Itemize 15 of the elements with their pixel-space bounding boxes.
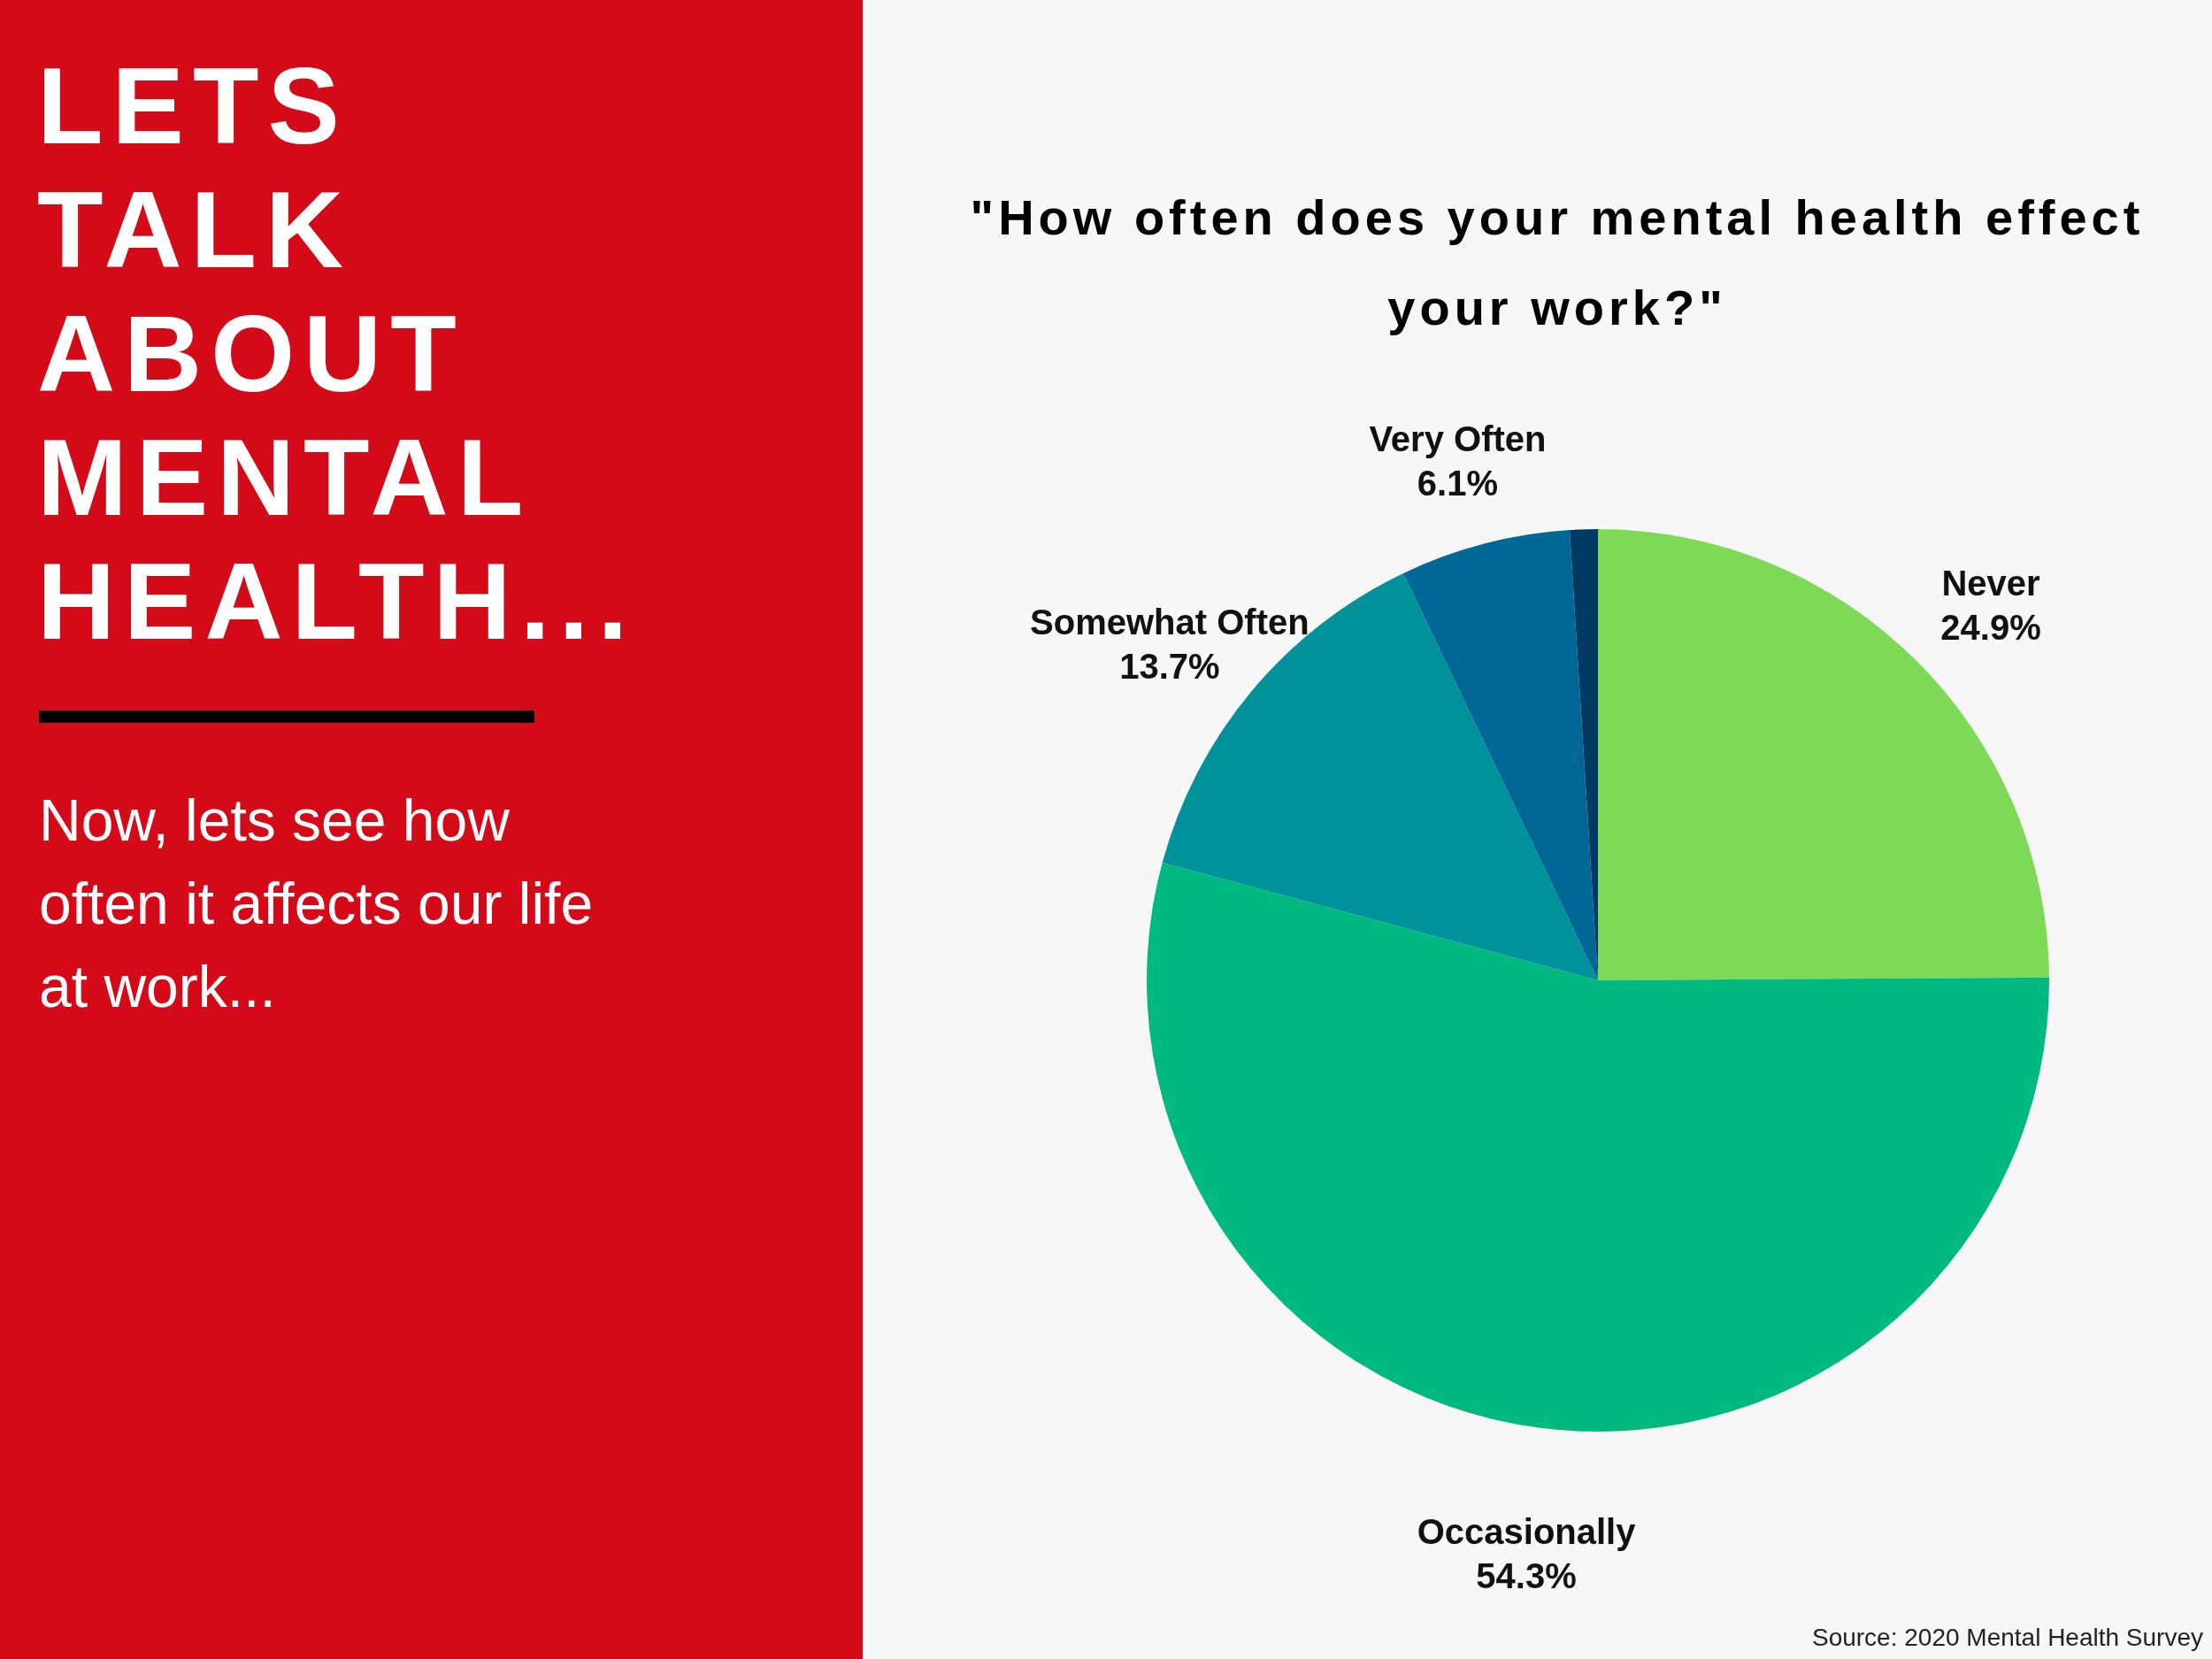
data-label: 6.1% xyxy=(1417,464,1498,503)
source-note: Source: 2020 Mental Health Survey xyxy=(1811,1624,2203,1652)
slice-label: Somewhat Often xyxy=(1030,602,1310,641)
pie-slice xyxy=(1402,530,1598,980)
pie-slice xyxy=(1598,529,2049,980)
data-label: 13.7% xyxy=(1119,646,1220,686)
data-label: 54.3% xyxy=(1476,1555,1577,1595)
text: LETS TALK ABOUT MENTAL HEALTH... xyxy=(37,45,637,664)
slice-label: Never xyxy=(1941,564,2040,603)
data-label: 24.9% xyxy=(1940,608,2041,648)
chart-title: "How often does your mental health effect your work?" xyxy=(969,188,2146,337)
pie-slice xyxy=(1147,862,2049,1432)
text: Now, lets see how often it affects our life at work... xyxy=(39,787,595,1021)
slice-label: Occasionally xyxy=(1417,1511,1637,1551)
slice-label: Very Often xyxy=(1369,419,1547,459)
